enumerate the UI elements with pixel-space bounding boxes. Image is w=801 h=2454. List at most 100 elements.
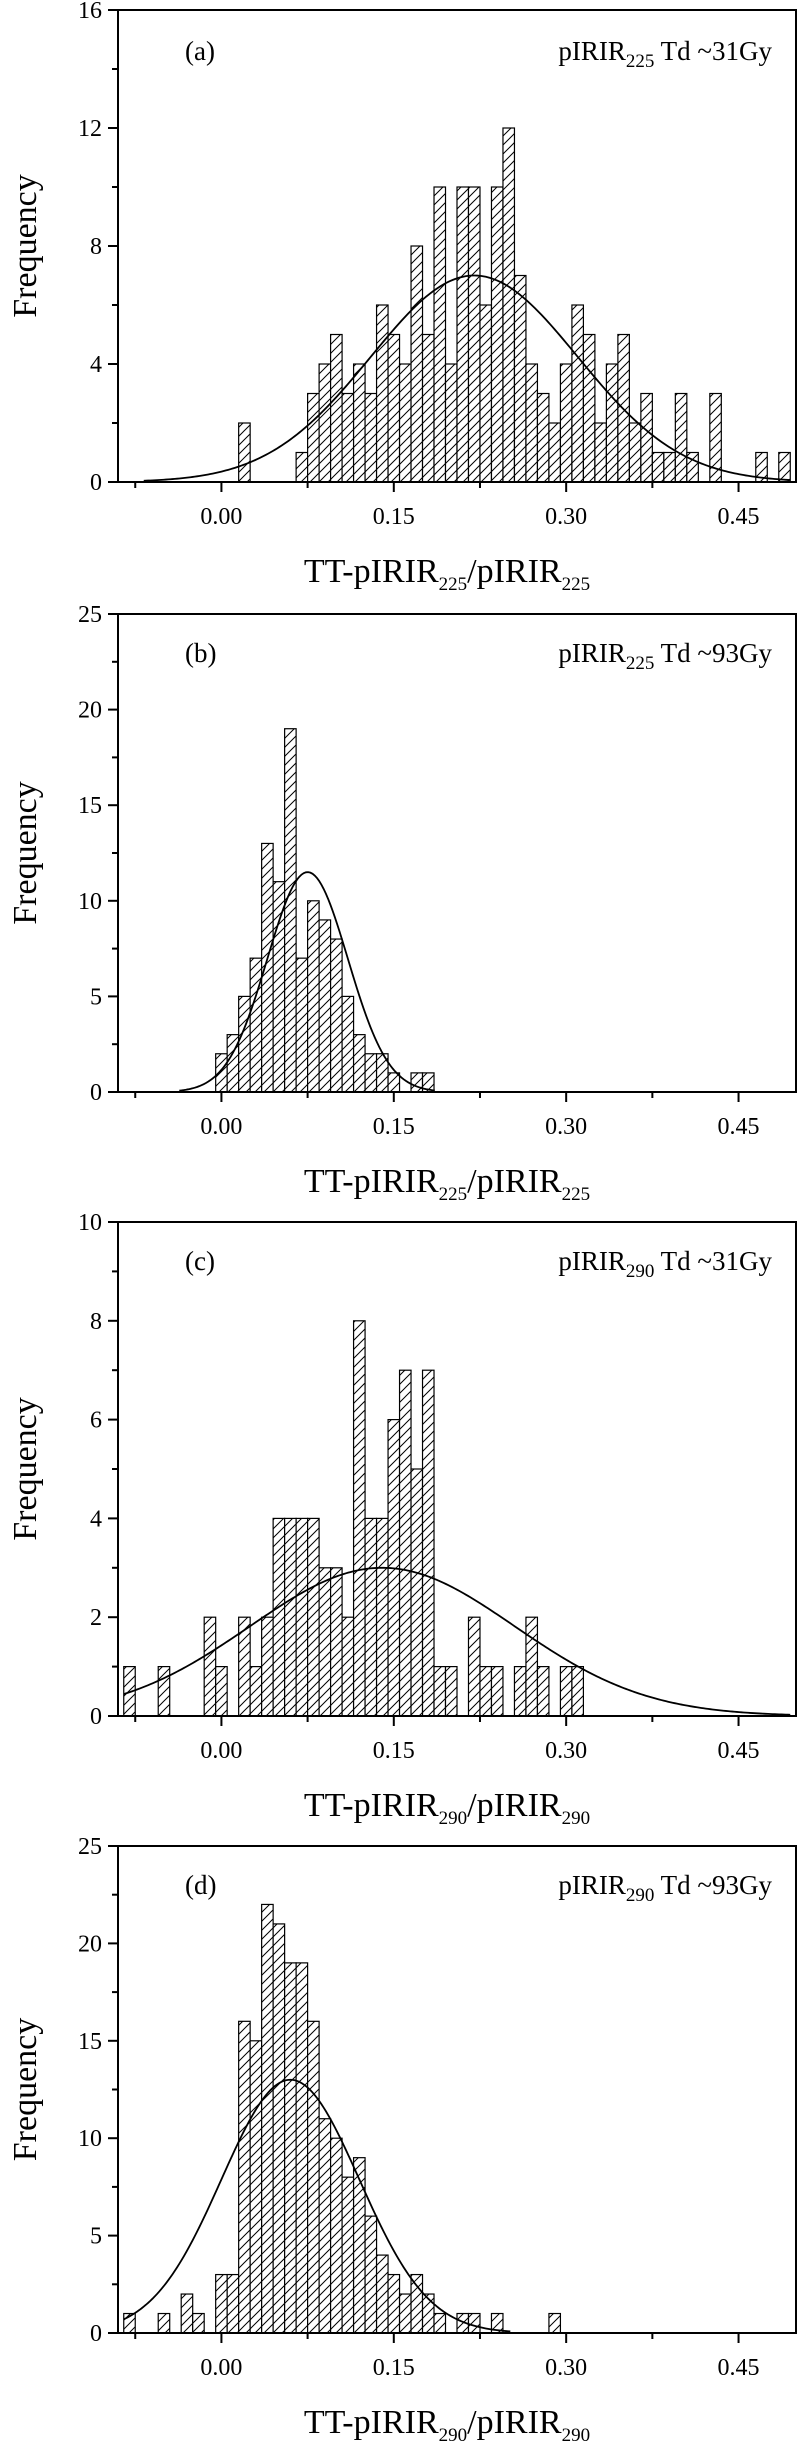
y-axis: 0 5 10 15 20 25 (78, 1834, 118, 2347)
histogram-bar (456, 186, 470, 483)
histogram-bar (295, 1962, 309, 2334)
histogram-bar (272, 881, 286, 1093)
y-axis-label: Frequency (7, 174, 44, 318)
panel-annotation: pIRIR225 Td ~93Gy (558, 638, 772, 674)
x-axis-label-sub1: 225 (439, 574, 468, 595)
histogram-bar (467, 1616, 481, 1717)
x-axis-label-mid: /pIRIR (467, 553, 562, 590)
y-tick-label: 6 (90, 1408, 102, 1434)
x-axis: 0.00 0.15 0.30 0.45 (134, 1716, 760, 1764)
x-axis-label-main: TT-pIRIR (304, 1163, 439, 1200)
plot-frame (117, 1845, 797, 2334)
annotation-main: pIRIR (558, 1246, 626, 1276)
histogram-bar (433, 2312, 447, 2334)
histogram-bar (559, 1666, 573, 1717)
annotation-main: pIRIR (558, 36, 626, 66)
histogram-bar (249, 2040, 263, 2334)
histogram-bar (364, 1517, 378, 1717)
histogram-bar (341, 2176, 355, 2334)
histogram-bar (329, 938, 343, 1093)
histogram-panel-b: 0.00 0.15 0.30 0.45 0 5 10 15 20 25 Frequency TT-pI… (0, 600, 801, 1208)
panel-annotation: pIRIR225 Td ~31Gy (558, 36, 772, 72)
histogram-bar (490, 1666, 504, 1717)
histogram-bar (444, 1666, 458, 1717)
x-axis-label-mid: /pIRIR (467, 1163, 562, 1200)
histogram-bar (364, 2215, 378, 2334)
histogram-bar (352, 363, 366, 483)
histogram-bar (341, 995, 355, 1093)
panel-label: (d) (185, 1870, 216, 1900)
y-tick-label: 4 (90, 352, 102, 378)
histogram-bar (410, 1468, 424, 1717)
histogram-bar (352, 1320, 366, 1717)
normal-fit-curve (143, 274, 791, 482)
y-tick-label: 8 (90, 234, 102, 260)
plot-frame (117, 1221, 797, 1717)
histogram-bar (272, 1923, 286, 2334)
histogram-bar (238, 422, 251, 483)
histogram-bar (180, 2293, 194, 2334)
annotation-sub: 225 (626, 653, 655, 674)
x-axis-label: TT-pIRIR290/pIRIR290 (304, 1787, 590, 1829)
histogram-bar (295, 451, 309, 483)
normal-fit-curve (179, 871, 435, 1092)
histogram-bar (605, 363, 619, 483)
x-tick-label: 0.30 (545, 504, 587, 530)
histogram-bar (467, 186, 481, 483)
y-axis-label: Frequency (7, 2018, 44, 2162)
histogram-bar (536, 1666, 550, 1717)
x-tick-label: 0.45 (718, 2355, 760, 2381)
y-axis-label: Frequency (7, 1397, 44, 1541)
histogram-bar (238, 995, 251, 1093)
histogram-bar (525, 1616, 539, 1717)
histogram-bar (318, 919, 332, 1093)
x-axis: 0.00 0.15 0.30 0.45 (134, 1092, 760, 1140)
histogram-bar (238, 2020, 251, 2334)
y-axis: 0 4 8 12 16 (78, 0, 118, 496)
histogram-bars (238, 127, 791, 483)
histogram-bar (571, 1666, 585, 1717)
x-axis-label-sub2: 290 (562, 1808, 591, 1829)
y-axis-label: Frequency (7, 781, 44, 925)
y-tick-label: 20 (78, 698, 102, 724)
histogram-bar (410, 1072, 424, 1093)
annotation-main: pIRIR (558, 638, 626, 668)
histogram-bar (571, 304, 585, 483)
histogram-bar (387, 2273, 401, 2334)
y-tick-label: 16 (78, 0, 102, 24)
panel-annotation: pIRIR290 Td ~31Gy (558, 1246, 772, 1282)
x-tick-label: 0.45 (718, 1738, 760, 1764)
histogram-bars (123, 1320, 585, 1717)
x-axis-label: TT-pIRIR225/pIRIR225 (304, 553, 590, 595)
histogram-bar (295, 957, 309, 1093)
histogram-bar (433, 186, 447, 483)
plot-frame (117, 613, 797, 1093)
x-tick-label: 0.30 (545, 1114, 587, 1140)
histogram-bar (318, 2118, 332, 2334)
annotation-rest: Td ~93Gy (654, 1870, 772, 1900)
histogram-bar (192, 2312, 205, 2334)
y-tick-label: 15 (78, 793, 102, 819)
y-axis: 0 2 4 6 8 10 (78, 1210, 118, 1730)
x-axis-label-mid: /pIRIR (467, 1787, 562, 1824)
panel-label: (a) (185, 36, 215, 66)
histogram-bar (318, 363, 332, 483)
x-axis-label-sub2: 225 (562, 574, 591, 595)
histogram-bar (272, 1517, 286, 1717)
histogram-bar (410, 245, 424, 483)
y-tick-label: 25 (78, 602, 102, 628)
x-axis-label-sub1: 290 (439, 2425, 468, 2446)
annotation-main: pIRIR (558, 1870, 626, 1900)
histogram-panel-a: 0.00 0.15 0.30 0.45 0 4 8 12 16 Frequency TT-pIRIR… (0, 0, 801, 600)
annotation-rest: Td ~93Gy (654, 638, 772, 668)
y-tick-label: 8 (90, 1309, 102, 1335)
histogram-bar (329, 2137, 343, 2334)
x-tick-label: 0.30 (545, 1738, 587, 1764)
histogram-bar (513, 274, 527, 483)
histogram-bar (594, 422, 607, 483)
histogram-bar (398, 363, 412, 483)
x-axis-label-main: TT-pIRIR (304, 553, 439, 590)
histogram-bar (640, 392, 653, 483)
x-axis-label: TT-pIRIR290/pIRIR290 (304, 2404, 590, 2446)
x-tick-label: 0.15 (373, 504, 415, 530)
